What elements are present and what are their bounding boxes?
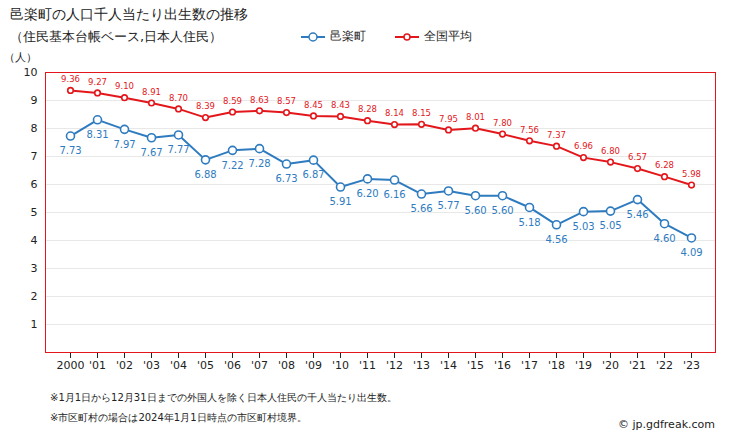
svg-text:7.97: 7.97 <box>113 139 135 150</box>
svg-text:5.05: 5.05 <box>599 220 621 231</box>
svg-text:9.27: 9.27 <box>88 77 107 87</box>
svg-text:'16: '16 <box>494 359 511 372</box>
svg-text:5: 5 <box>31 206 38 219</box>
svg-text:6.20: 6.20 <box>356 188 378 199</box>
svg-text:1: 1 <box>31 318 38 331</box>
svg-text:8.14: 8.14 <box>385 108 404 118</box>
svg-text:7.73: 7.73 <box>59 145 81 156</box>
svg-text:7.80: 7.80 <box>493 118 512 128</box>
svg-text:'05: '05 <box>197 359 214 372</box>
svg-text:8.59: 8.59 <box>223 96 242 106</box>
html-text:※市区町村の場合は2024年1月1日時点の市区町村境界。: ※市区町村の場合は2024年1月1日時点の市区町村境界。 <box>50 412 307 423</box>
svg-text:2000: 2000 <box>57 359 85 372</box>
svg-text:7.28: 7.28 <box>248 158 270 169</box>
html-text:（住民基本台帳ベース,日本人住民）: （住民基本台帳ベース,日本人住民） <box>10 29 223 44</box>
svg-text:'02: '02 <box>116 359 133 372</box>
svg-text:'21: '21 <box>629 359 646 372</box>
svg-text:6.57: 6.57 <box>628 152 647 162</box>
svg-text:8.15: 8.15 <box>412 108 431 118</box>
html-text:邑楽町: 邑楽町 <box>330 29 366 43</box>
svg-text:'22: '22 <box>656 359 673 372</box>
svg-text:4.56: 4.56 <box>545 234 567 245</box>
svg-text:（人）: （人） <box>4 51 37 64</box>
svg-text:'09: '09 <box>305 359 322 372</box>
html-text:邑楽町の人口千人当たり出生数の推移: 邑楽町の人口千人当たり出生数の推移 <box>10 6 248 22</box>
svg-text:8.57: 8.57 <box>277 96 296 106</box>
svg-text:'17: '17 <box>521 359 538 372</box>
svg-text:6: 6 <box>31 178 38 191</box>
svg-text:6.28: 6.28 <box>655 160 674 170</box>
svg-text:'11: '11 <box>359 359 376 372</box>
svg-text:9: 9 <box>31 94 38 107</box>
svg-text:8.39: 8.39 <box>196 101 215 111</box>
svg-text:9.36: 9.36 <box>61 74 80 84</box>
svg-text:8.43: 8.43 <box>331 100 350 110</box>
svg-text:10: 10 <box>24 66 38 79</box>
svg-text:6.96: 6.96 <box>574 141 593 151</box>
svg-text:'07: '07 <box>251 359 268 372</box>
svg-text:'12: '12 <box>386 359 403 372</box>
svg-text:3: 3 <box>31 262 38 275</box>
svg-text:6.87: 6.87 <box>302 169 324 180</box>
html-text:全国平均: 全国平均 <box>424 29 472 43</box>
svg-text:7: 7 <box>31 150 38 163</box>
svg-text:8.31: 8.31 <box>86 129 108 140</box>
svg-text:5.60: 5.60 <box>464 205 486 216</box>
svg-text:6.80: 6.80 <box>601 146 620 156</box>
svg-text:8: 8 <box>31 122 38 135</box>
svg-text:6.73: 6.73 <box>275 173 297 184</box>
svg-text:'13: '13 <box>413 359 430 372</box>
html-text:※1月1日から12月31日までの外国人を除く日本人住民の千人: ※1月1日から12月31日までの外国人を除く日本人住民の千人当たり出生数。 <box>50 392 397 403</box>
svg-text:'08: '08 <box>278 359 295 372</box>
svg-text:7.95: 7.95 <box>439 114 458 124</box>
svg-text:'10: '10 <box>332 359 349 372</box>
svg-text:'06: '06 <box>224 359 241 372</box>
svg-text:8.01: 8.01 <box>466 112 485 122</box>
svg-text:8.91: 8.91 <box>142 87 161 97</box>
svg-text:7.22: 7.22 <box>221 160 243 171</box>
svg-text:5.91: 5.91 <box>329 196 351 207</box>
svg-text:7.67: 7.67 <box>140 147 162 158</box>
svg-text:9.10: 9.10 <box>115 81 134 91</box>
svg-text:7.77: 7.77 <box>167 144 189 155</box>
svg-text:'15: '15 <box>467 359 484 372</box>
svg-text:7.56: 7.56 <box>520 125 539 135</box>
svg-text:'01: '01 <box>89 359 106 372</box>
svg-text:'20: '20 <box>602 359 619 372</box>
svg-text:4: 4 <box>31 234 38 247</box>
svg-text:6.16: 6.16 <box>383 189 405 200</box>
html-text:© jp.gdfreak.com: © jp.gdfreak.com <box>618 418 715 431</box>
svg-text:'18: '18 <box>548 359 565 372</box>
svg-text:5.77: 5.77 <box>437 200 459 211</box>
svg-text:'19: '19 <box>575 359 592 372</box>
svg-text:5.18: 5.18 <box>518 217 540 228</box>
svg-text:5.46: 5.46 <box>626 209 648 220</box>
svg-text:'14: '14 <box>440 359 457 372</box>
svg-text:'04: '04 <box>170 359 187 372</box>
svg-text:8.70: 8.70 <box>169 93 188 103</box>
svg-text:5.60: 5.60 <box>491 205 513 216</box>
svg-text:2: 2 <box>31 290 38 303</box>
svg-text:4.09: 4.09 <box>680 247 702 258</box>
svg-text:8.63: 8.63 <box>250 95 269 105</box>
svg-text:5.03: 5.03 <box>572 221 594 232</box>
svg-text:'23: '23 <box>683 359 700 372</box>
svg-text:'03: '03 <box>143 359 160 372</box>
svg-text:5.98: 5.98 <box>682 169 701 179</box>
svg-text:8.28: 8.28 <box>358 104 377 114</box>
svg-text:4.60: 4.60 <box>653 233 675 244</box>
svg-text:6.88: 6.88 <box>194 169 216 180</box>
svg-text:8.45: 8.45 <box>304 100 323 110</box>
svg-text:7.37: 7.37 <box>547 130 566 140</box>
svg-text:5.66: 5.66 <box>410 203 432 214</box>
